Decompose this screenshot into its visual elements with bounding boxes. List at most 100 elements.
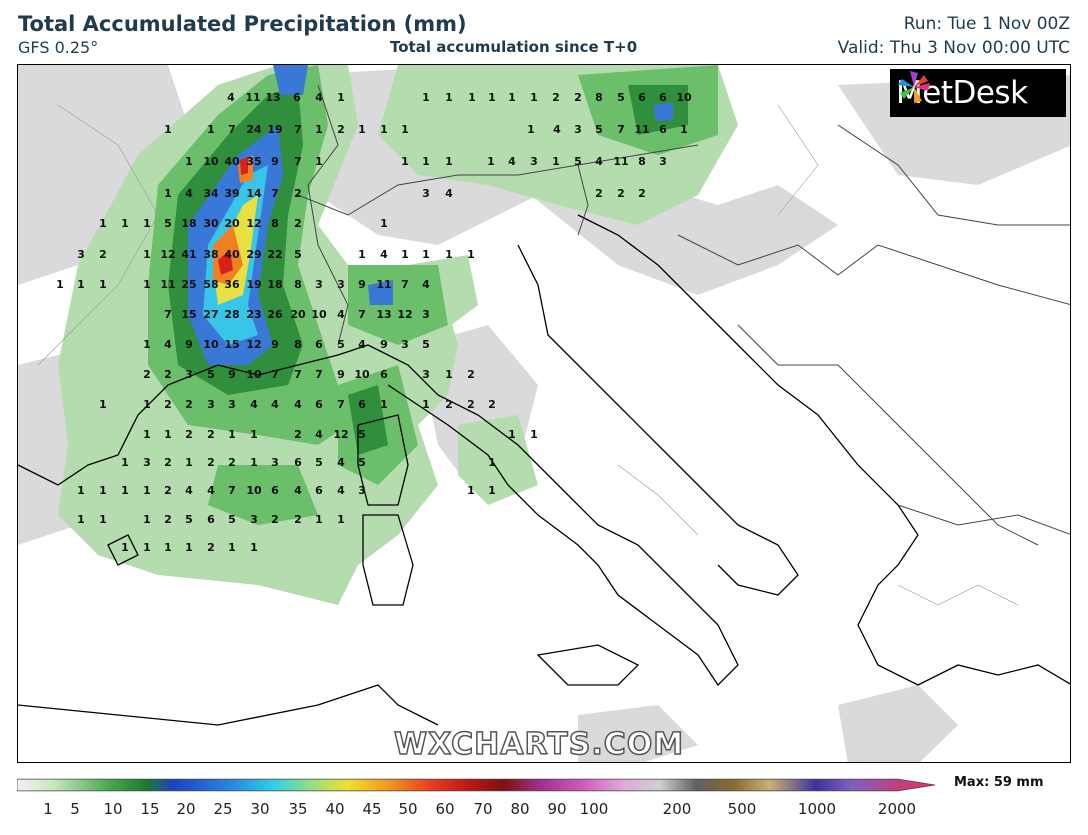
value-label: 5 <box>617 91 625 104</box>
color-scale-ticks: 1 5 10 15 20 25 30 35 40 45 50 60 70 80 90 100 200 500 100… <box>17 800 917 820</box>
admin-lines <box>37 104 1019 606</box>
value-label: 40 <box>224 155 240 168</box>
value-label: 3 <box>422 368 430 381</box>
value-label: 1 <box>99 398 107 411</box>
value-label: 4 <box>271 398 279 411</box>
value-label: 2 <box>445 398 453 411</box>
value-label: 1 <box>185 155 193 168</box>
value-label: 2 <box>638 187 646 200</box>
value-label: 1 <box>228 428 236 441</box>
value-label: 8 <box>294 278 302 291</box>
value-label: 6 <box>207 513 215 526</box>
value-label: 5 <box>228 513 236 526</box>
value-label: 38 <box>203 248 218 261</box>
value-label: 1 <box>380 123 388 136</box>
value-label: 1 <box>445 368 453 381</box>
value-label: 1 <box>143 513 151 526</box>
value-label: 1 <box>445 91 453 104</box>
country-borders <box>297 84 1070 546</box>
value-label: 9 <box>337 368 345 381</box>
value-label: 3 <box>337 278 345 291</box>
value-label: 3 <box>207 398 215 411</box>
value-label: 2 <box>552 91 560 104</box>
value-label: 23 <box>246 308 261 321</box>
value-label: 4 <box>294 398 302 411</box>
value-label: 40 <box>224 248 240 261</box>
value-label: 26 <box>267 308 283 321</box>
value-label: 7 <box>337 398 345 411</box>
value-label: 1 <box>121 484 129 497</box>
value-label: 1 <box>468 91 476 104</box>
value-label: 6 <box>294 456 302 469</box>
value-label: 1 <box>358 248 366 261</box>
value-label: 1 <box>164 428 172 441</box>
value-label: 1 <box>143 248 151 261</box>
value-label: 1 <box>488 91 496 104</box>
value-label: 5 <box>358 428 366 441</box>
value-label: 4 <box>227 91 235 104</box>
scale-tick-label: 20 <box>176 800 196 818</box>
value-label: 1 <box>508 428 516 441</box>
value-label: 6 <box>659 123 667 136</box>
value-label: 2 <box>99 248 107 261</box>
value-label: 2 <box>294 513 302 526</box>
value-label: 5 <box>315 456 323 469</box>
value-label: 5 <box>207 368 215 381</box>
value-label: 39 <box>224 187 239 200</box>
value-label: 12 <box>246 338 261 351</box>
value-label: 1 <box>401 123 409 136</box>
value-label: 8 <box>271 217 279 230</box>
metdesk-logo: MetDesk <box>890 69 1066 117</box>
value-label: 10 <box>354 368 370 381</box>
value-label: 1 <box>467 248 475 261</box>
map-canvas: 4 11 13 6 4 1 1 1 1 1 1 1 2 2 8 5 6 6 101 1 7 24 19 7 1 2 1 1 1 1 4 3 5 7… <box>18 65 1070 762</box>
value-label: 6 <box>380 368 388 381</box>
value-label: 1 <box>380 398 388 411</box>
value-label: 9 <box>228 368 236 381</box>
value-label: 3 <box>422 187 430 200</box>
scale-tick-label: 60 <box>435 800 455 818</box>
value-label: 1 <box>467 484 475 497</box>
value-label: 18 <box>267 278 282 291</box>
value-label: 30 <box>203 217 219 230</box>
value-label: 3 <box>422 308 430 321</box>
value-label: 2 <box>271 513 279 526</box>
value-label: 7 <box>315 368 323 381</box>
scale-tick-label: 15 <box>140 800 160 818</box>
value-label: 7 <box>228 123 236 136</box>
value-label: 11 <box>160 278 175 291</box>
value-label: 22 <box>267 248 282 261</box>
model-label: GFS 0.25° <box>18 38 99 57</box>
value-label: 7 <box>294 155 302 168</box>
value-label: 2 <box>574 91 582 104</box>
value-label: 1 <box>228 541 236 554</box>
value-label: 5 <box>422 338 430 351</box>
value-label: 7 <box>401 278 409 291</box>
value-label: 1 <box>530 91 538 104</box>
value-label: 4 <box>185 187 193 200</box>
scale-tick-label: 1000 <box>797 800 837 818</box>
value-label: 35 <box>246 155 261 168</box>
value-label: 2 <box>164 398 172 411</box>
value-label: 6 <box>315 398 323 411</box>
value-label: 6 <box>271 484 279 497</box>
value-label: 10 <box>246 484 262 497</box>
value-label: 2 <box>294 217 302 230</box>
value-label: 27 <box>203 308 218 321</box>
value-label: 24 <box>246 123 262 136</box>
value-label: 3 <box>659 155 667 168</box>
value-label: 3 <box>530 155 538 168</box>
precipitation-map[interactable]: 4 11 13 6 4 1 1 1 1 1 1 1 2 2 8 5 6 6 10 1 1 7 24 19 7 1 2 1 1 1 1 4 3 5 7… <box>17 64 1071 763</box>
value-label: 12 <box>333 428 348 441</box>
scale-tick-label: 45 <box>362 800 382 818</box>
value-label: 6 <box>315 338 323 351</box>
value-label: 1 <box>527 123 535 136</box>
valid-time: Valid: Thu 3 Nov 00:00 UTC <box>837 38 1070 58</box>
value-label: 13 <box>265 91 280 104</box>
scale-tick-label: 90 <box>547 800 567 818</box>
value-label: 7 <box>271 187 279 200</box>
value-label: 4 <box>337 308 345 321</box>
value-label: 10 <box>203 338 219 351</box>
value-label: 1 <box>315 513 323 526</box>
value-label: 6 <box>659 91 667 104</box>
